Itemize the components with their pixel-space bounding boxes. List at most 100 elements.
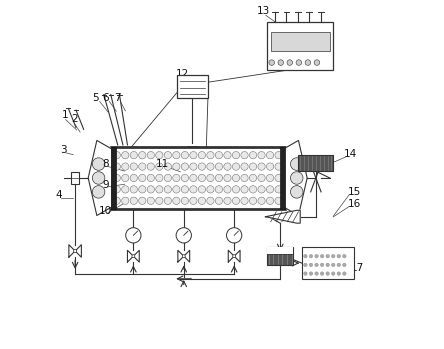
Circle shape xyxy=(309,254,313,258)
Text: 10: 10 xyxy=(99,206,112,216)
Circle shape xyxy=(92,158,105,170)
Circle shape xyxy=(258,197,265,205)
Bar xyxy=(111,147,115,209)
Circle shape xyxy=(139,174,146,181)
Bar xyxy=(298,155,333,171)
Bar xyxy=(267,247,293,265)
Circle shape xyxy=(275,151,282,159)
Circle shape xyxy=(258,163,265,170)
Text: 5: 5 xyxy=(92,93,99,103)
Circle shape xyxy=(126,228,141,243)
Circle shape xyxy=(315,272,318,275)
Circle shape xyxy=(241,174,248,181)
Circle shape xyxy=(258,151,265,159)
Bar xyxy=(267,247,293,254)
Circle shape xyxy=(198,197,206,205)
Circle shape xyxy=(275,186,282,193)
Text: 6: 6 xyxy=(102,93,109,103)
Circle shape xyxy=(207,151,214,159)
Circle shape xyxy=(164,197,171,205)
Circle shape xyxy=(215,163,222,170)
Circle shape xyxy=(290,186,303,198)
Circle shape xyxy=(92,172,105,184)
Circle shape xyxy=(250,186,257,193)
Circle shape xyxy=(326,254,329,258)
Bar xyxy=(280,147,285,209)
Circle shape xyxy=(147,197,155,205)
Circle shape xyxy=(314,60,320,65)
Text: 13: 13 xyxy=(257,6,270,16)
Circle shape xyxy=(113,197,120,205)
Circle shape xyxy=(250,174,257,181)
Circle shape xyxy=(164,163,171,170)
Circle shape xyxy=(309,272,313,275)
Circle shape xyxy=(113,186,120,193)
Circle shape xyxy=(241,151,248,159)
Circle shape xyxy=(130,197,138,205)
Circle shape xyxy=(304,263,307,267)
Circle shape xyxy=(232,186,240,193)
Circle shape xyxy=(343,272,346,275)
Bar xyxy=(267,22,333,70)
Circle shape xyxy=(321,254,324,258)
Circle shape xyxy=(139,186,146,193)
Text: 2: 2 xyxy=(71,114,78,124)
Text: 17: 17 xyxy=(351,263,364,273)
Circle shape xyxy=(266,186,274,193)
Circle shape xyxy=(156,151,163,159)
Polygon shape xyxy=(266,210,300,223)
Circle shape xyxy=(296,60,301,65)
Circle shape xyxy=(173,163,180,170)
Circle shape xyxy=(287,60,293,65)
Circle shape xyxy=(156,186,163,193)
Text: 1: 1 xyxy=(62,110,69,120)
Circle shape xyxy=(181,197,189,205)
Text: 3: 3 xyxy=(60,145,67,155)
Circle shape xyxy=(147,151,155,159)
Circle shape xyxy=(250,197,257,205)
Circle shape xyxy=(182,255,185,258)
Circle shape xyxy=(113,163,120,170)
Circle shape xyxy=(241,186,248,193)
Circle shape xyxy=(176,228,191,243)
Text: 8: 8 xyxy=(102,159,109,169)
Circle shape xyxy=(315,263,318,267)
Circle shape xyxy=(190,151,197,159)
Circle shape xyxy=(332,272,335,275)
Circle shape xyxy=(122,186,129,193)
Circle shape xyxy=(258,174,265,181)
Bar xyxy=(302,247,354,279)
Text: 4: 4 xyxy=(56,190,62,200)
Circle shape xyxy=(315,254,318,258)
Circle shape xyxy=(258,186,265,193)
Circle shape xyxy=(122,197,129,205)
Text: 15: 15 xyxy=(348,187,361,197)
Circle shape xyxy=(198,163,206,170)
Circle shape xyxy=(190,174,197,181)
Circle shape xyxy=(173,186,180,193)
Circle shape xyxy=(215,197,222,205)
Circle shape xyxy=(164,151,171,159)
Circle shape xyxy=(241,197,248,205)
Circle shape xyxy=(173,197,180,205)
Circle shape xyxy=(198,186,206,193)
Circle shape xyxy=(275,174,282,181)
Circle shape xyxy=(266,151,274,159)
Circle shape xyxy=(215,151,222,159)
Circle shape xyxy=(332,263,335,267)
Polygon shape xyxy=(285,140,307,216)
Circle shape xyxy=(326,263,329,267)
Circle shape xyxy=(337,263,341,267)
Circle shape xyxy=(207,174,214,181)
Circle shape xyxy=(181,174,189,181)
Circle shape xyxy=(215,174,222,181)
Circle shape xyxy=(332,254,335,258)
Circle shape xyxy=(164,186,171,193)
Circle shape xyxy=(207,163,214,170)
Circle shape xyxy=(290,172,303,184)
Bar xyxy=(71,172,79,184)
Circle shape xyxy=(139,197,146,205)
Circle shape xyxy=(156,174,163,181)
Text: 7: 7 xyxy=(115,93,121,103)
Circle shape xyxy=(173,151,180,159)
